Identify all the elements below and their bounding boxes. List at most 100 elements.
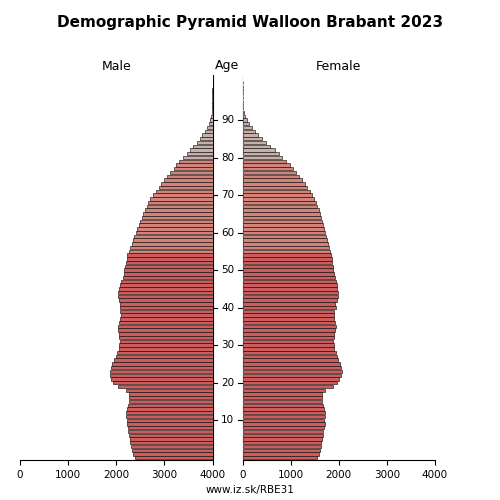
Bar bbox=[129, 392, 212, 396]
Bar bbox=[242, 268, 334, 272]
Bar bbox=[242, 381, 338, 384]
Bar bbox=[242, 302, 336, 306]
Bar bbox=[242, 261, 332, 264]
Bar bbox=[242, 351, 336, 354]
Text: 40: 40 bbox=[221, 302, 234, 312]
Text: www.iz.sk/RBE31: www.iz.sk/RBE31 bbox=[206, 485, 294, 495]
Bar bbox=[129, 400, 212, 403]
Bar bbox=[242, 250, 330, 253]
Bar bbox=[193, 144, 212, 148]
Bar bbox=[242, 227, 324, 230]
Bar bbox=[153, 194, 212, 197]
Bar bbox=[118, 332, 212, 336]
Bar bbox=[242, 118, 246, 122]
Bar bbox=[242, 321, 336, 324]
Bar bbox=[242, 204, 317, 208]
Bar bbox=[242, 354, 337, 358]
Bar bbox=[242, 294, 338, 298]
Bar bbox=[242, 130, 255, 133]
Text: 20: 20 bbox=[221, 378, 234, 388]
Bar bbox=[130, 445, 212, 448]
Bar bbox=[242, 264, 333, 268]
Bar bbox=[138, 227, 212, 230]
Bar bbox=[128, 422, 212, 426]
Bar bbox=[211, 114, 212, 118]
Bar bbox=[186, 152, 212, 156]
Bar bbox=[242, 366, 340, 370]
Bar bbox=[242, 231, 325, 234]
Bar bbox=[242, 374, 341, 377]
Bar bbox=[242, 314, 334, 317]
Bar bbox=[210, 118, 212, 122]
Bar bbox=[242, 107, 244, 110]
Bar bbox=[205, 130, 212, 133]
Bar bbox=[242, 197, 314, 200]
Bar bbox=[242, 111, 244, 114]
Bar bbox=[242, 126, 252, 129]
Bar bbox=[130, 441, 212, 444]
Bar bbox=[127, 408, 212, 410]
Bar bbox=[242, 385, 333, 388]
Bar bbox=[209, 122, 212, 126]
Bar bbox=[121, 280, 212, 283]
Bar bbox=[110, 370, 212, 373]
Bar bbox=[119, 344, 212, 347]
Bar bbox=[114, 381, 212, 384]
Bar bbox=[118, 324, 212, 328]
Bar bbox=[242, 408, 324, 410]
Text: 30: 30 bbox=[221, 340, 234, 350]
Bar bbox=[242, 310, 334, 313]
Bar bbox=[242, 287, 338, 290]
Bar bbox=[242, 317, 334, 320]
Bar bbox=[242, 291, 338, 294]
Bar bbox=[130, 246, 212, 250]
Text: Male: Male bbox=[102, 60, 131, 72]
Bar bbox=[170, 171, 212, 174]
Bar bbox=[118, 294, 212, 298]
Bar bbox=[182, 156, 212, 159]
Bar bbox=[242, 418, 324, 422]
Text: 10: 10 bbox=[221, 415, 234, 425]
Bar bbox=[119, 336, 212, 340]
Bar bbox=[242, 332, 334, 336]
Bar bbox=[242, 167, 293, 170]
Bar bbox=[242, 378, 339, 380]
Bar bbox=[129, 396, 212, 400]
Bar bbox=[127, 418, 212, 422]
Bar bbox=[242, 148, 274, 152]
Bar bbox=[112, 362, 212, 366]
Bar bbox=[120, 340, 212, 343]
Bar bbox=[242, 246, 329, 250]
Bar bbox=[242, 156, 282, 159]
Bar bbox=[242, 216, 321, 220]
Bar bbox=[242, 220, 322, 223]
Bar bbox=[242, 411, 326, 414]
Bar bbox=[242, 238, 326, 242]
Bar bbox=[196, 141, 212, 144]
Bar bbox=[126, 261, 212, 264]
Bar bbox=[129, 434, 212, 437]
Bar bbox=[128, 430, 212, 433]
Bar bbox=[242, 144, 270, 148]
Bar bbox=[130, 438, 212, 440]
Bar bbox=[118, 298, 212, 302]
Bar bbox=[162, 182, 212, 186]
Bar bbox=[134, 234, 212, 238]
Bar bbox=[111, 366, 212, 370]
Bar bbox=[132, 452, 212, 456]
Bar bbox=[120, 306, 212, 310]
Bar bbox=[242, 370, 342, 373]
Bar bbox=[242, 400, 322, 403]
Bar bbox=[242, 426, 324, 430]
Bar bbox=[242, 114, 245, 118]
Bar bbox=[242, 396, 322, 400]
Bar bbox=[242, 324, 336, 328]
Bar bbox=[119, 287, 212, 290]
Bar bbox=[242, 280, 336, 283]
Bar bbox=[114, 358, 212, 362]
Bar bbox=[242, 430, 324, 433]
Bar bbox=[242, 171, 296, 174]
Bar bbox=[242, 438, 322, 440]
Bar bbox=[118, 385, 212, 388]
Bar bbox=[242, 340, 334, 343]
